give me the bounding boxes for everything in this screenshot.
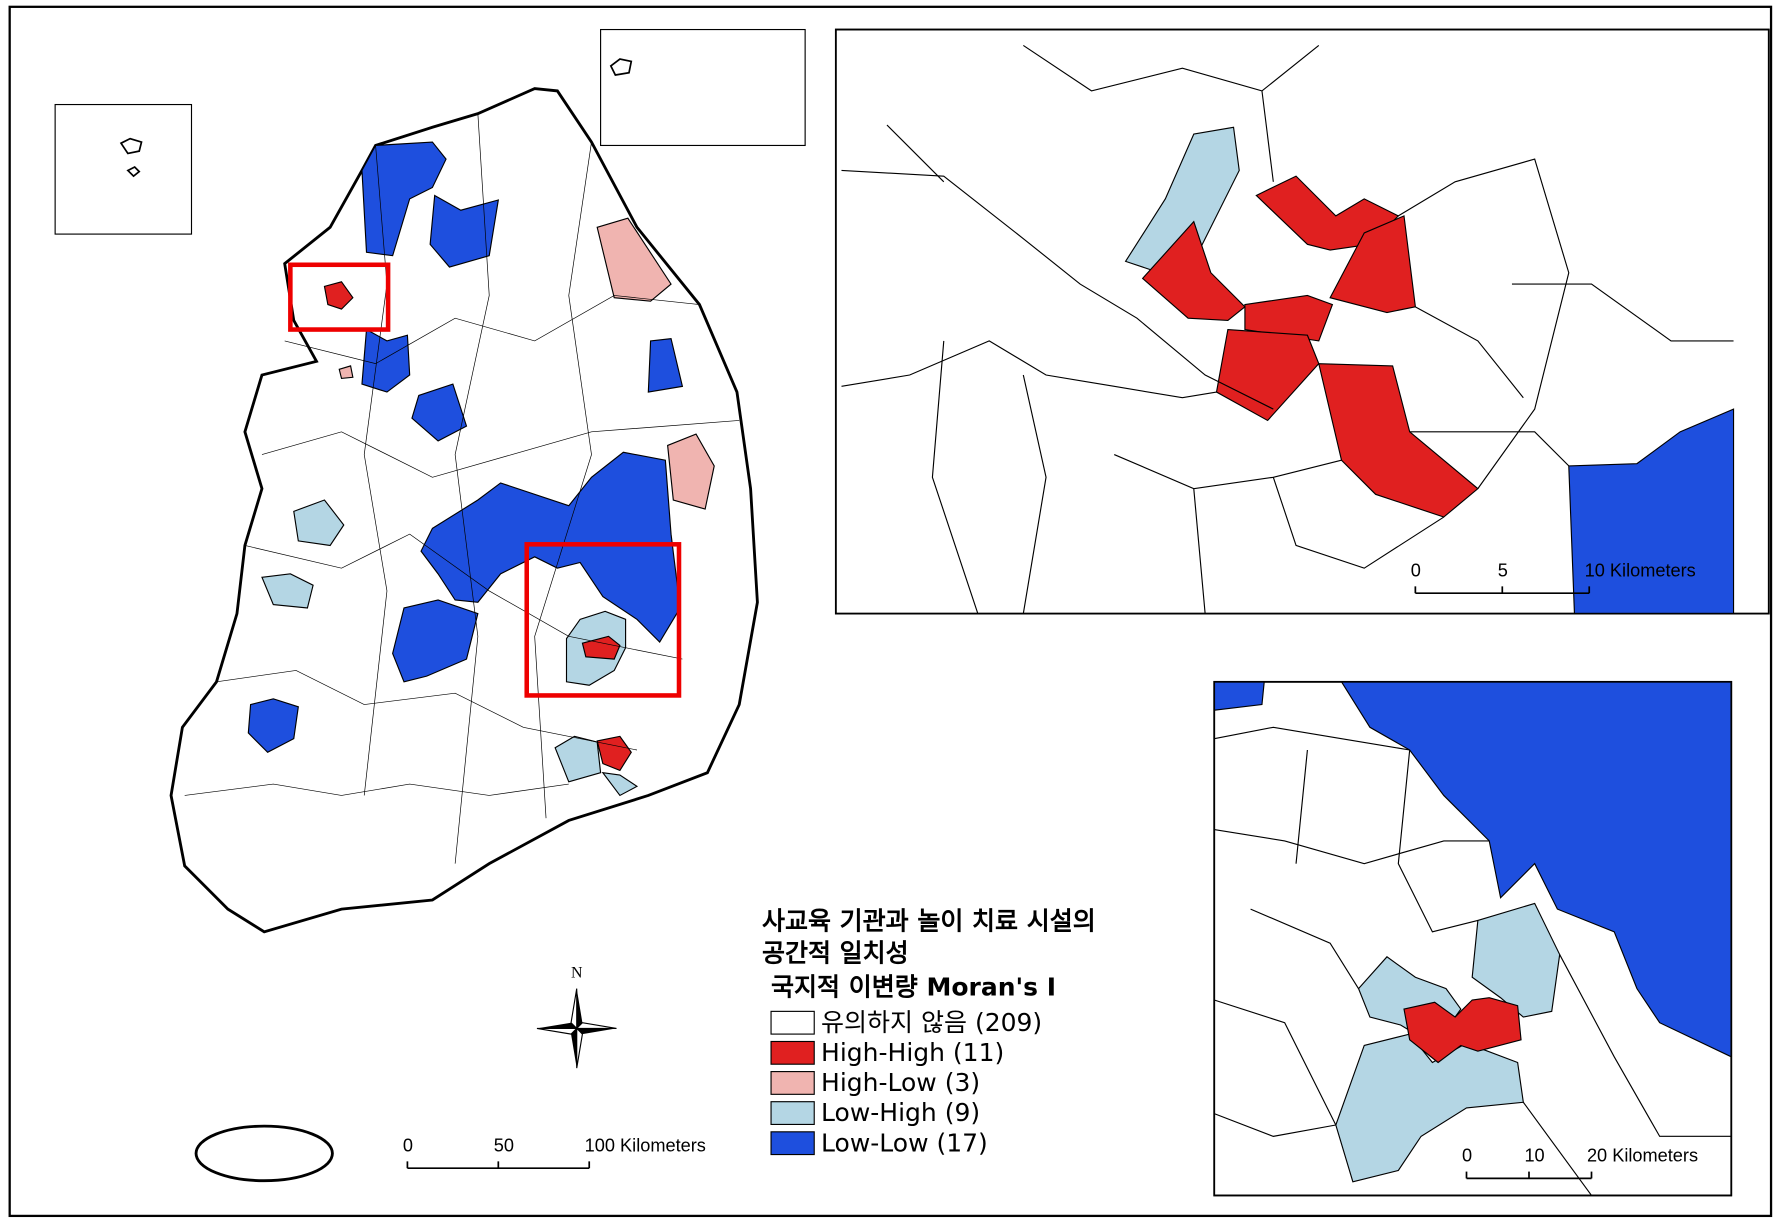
inset-border (834, 28, 1770, 615)
boundary (284, 295, 700, 365)
scale-label: 50 (494, 1135, 514, 1155)
region (1141, 220, 1246, 322)
main-map (169, 87, 759, 1183)
region (323, 281, 354, 310)
boundary (1023, 44, 1320, 92)
region (338, 365, 354, 380)
legend-label: 유의하지 않음 (209) (821, 1008, 1042, 1037)
daegu-inset (1213, 680, 1733, 1197)
region (554, 735, 602, 783)
region (601, 771, 639, 797)
region (293, 499, 345, 547)
boundary (244, 533, 683, 660)
region (581, 635, 621, 660)
boundary (1409, 431, 1570, 467)
boundary (1559, 954, 1732, 1137)
legend-label: High-High (11) (821, 1038, 1004, 1067)
region (261, 573, 314, 609)
scale-label: 10 Kilometers (1585, 560, 1696, 580)
island-inset (600, 28, 806, 147)
region (1340, 681, 1732, 1058)
legend-subtitle: 국지적 이변량 Moran's I (771, 973, 1056, 1002)
boundary (1214, 999, 1337, 1126)
boundary (1511, 283, 1734, 342)
scale-label: 5 (1498, 560, 1508, 580)
boundary (1214, 828, 1490, 865)
legend-label: Low-High (9) (821, 1098, 980, 1127)
boundary (1022, 374, 1047, 614)
inset-border (1213, 680, 1733, 1197)
boundary (1214, 1113, 1336, 1137)
legend-swatch (770, 1040, 815, 1065)
boundary (216, 670, 638, 751)
boundary (931, 340, 979, 614)
boundary (1261, 90, 1274, 182)
boundary (184, 783, 569, 796)
boundary (363, 145, 388, 796)
boundary (1415, 306, 1524, 399)
region (361, 141, 447, 257)
boundary (1214, 726, 1410, 751)
region (647, 338, 684, 393)
region (392, 599, 479, 683)
scale-label: 0 (1462, 1146, 1472, 1166)
boundary (1398, 158, 1570, 489)
region (1471, 902, 1561, 1018)
boundary (841, 169, 1274, 410)
scale-label: 20 Kilometers (1587, 1146, 1698, 1166)
legend-title: 사교육 기관과 놀이 치료 시설의 (762, 907, 1096, 936)
boundary (1397, 749, 1479, 933)
region (1335, 1033, 1524, 1183)
region (596, 735, 632, 772)
boundary (261, 420, 740, 478)
seoul-inset (834, 28, 1770, 615)
jeju (194, 1124, 334, 1183)
legend-swatch (770, 1071, 815, 1095)
region (1318, 363, 1479, 518)
boundary (886, 124, 945, 183)
region (1329, 215, 1416, 314)
region (429, 194, 500, 268)
inset-frame (524, 542, 682, 698)
boundary (1193, 488, 1206, 614)
legend-title: 공간적 일치성 (762, 939, 909, 968)
scale-label: 0 (1411, 560, 1421, 580)
island (119, 137, 143, 178)
legend-swatch (770, 1101, 815, 1126)
legend-label: High-Low (3) (821, 1068, 980, 1097)
region (596, 217, 672, 302)
boundary (1272, 477, 1445, 569)
region (667, 433, 715, 510)
region (361, 328, 411, 393)
legend-swatch (770, 1010, 815, 1035)
region (1403, 997, 1522, 1064)
region (1244, 294, 1334, 342)
legend-swatch (770, 1131, 815, 1156)
boundary (1295, 749, 1308, 864)
boundary (1114, 454, 1342, 490)
scale-label: 100 Kilometers (585, 1135, 706, 1155)
inset-frame (288, 262, 391, 332)
boundary (1522, 1101, 1592, 1196)
region (420, 451, 681, 643)
north-arrow (536, 988, 617, 1069)
north-label: N (571, 965, 583, 982)
scale-label: 10 (1524, 1146, 1544, 1166)
region (411, 383, 468, 442)
boundary (1250, 908, 1360, 989)
island (609, 58, 633, 76)
legend-label: Low-Low (17) (821, 1128, 988, 1157)
legend: 유의하지 않음 (209)High-High (11)High-Low (3)L… (770, 1008, 1042, 1157)
scale-label: 0 (403, 1135, 413, 1155)
island-inset (54, 103, 193, 235)
region (247, 698, 299, 753)
boundary (841, 340, 1217, 399)
boundary (454, 113, 490, 864)
